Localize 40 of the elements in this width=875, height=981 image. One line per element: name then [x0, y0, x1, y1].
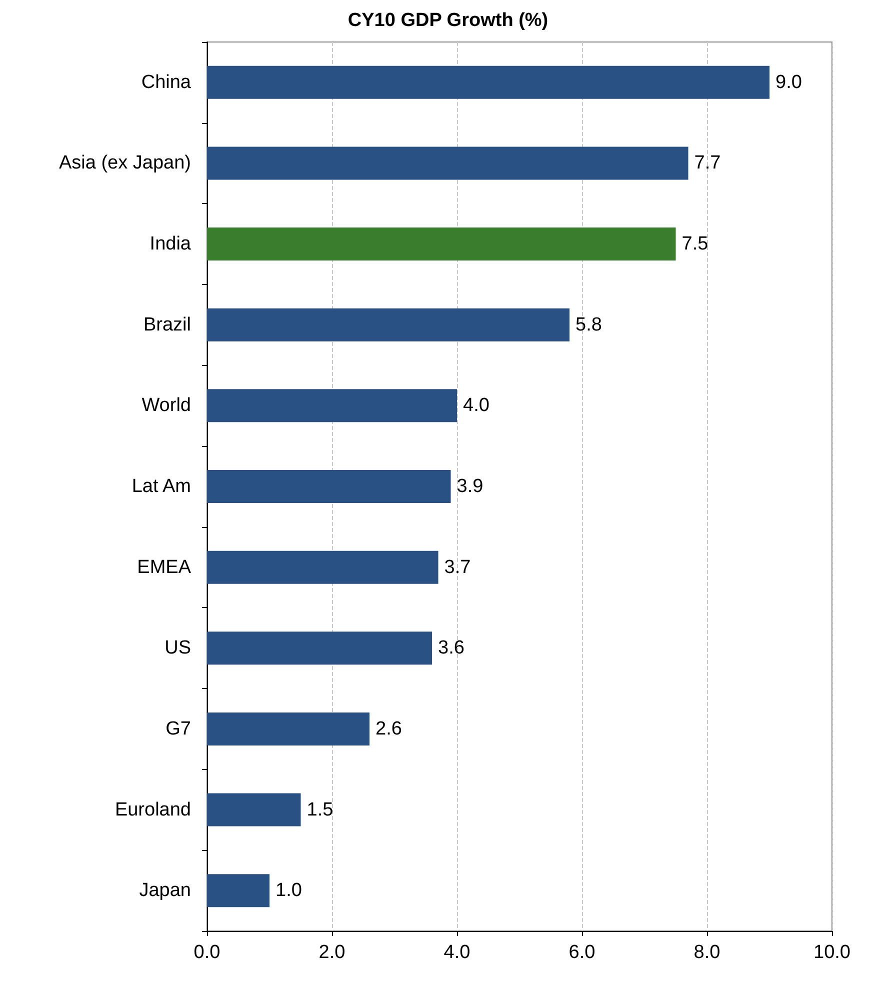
data-label: 3.6: [438, 638, 464, 659]
bar: [207, 146, 688, 180]
y-tick-label: Lat Am: [132, 476, 191, 497]
y-tick-label: Euroland: [114, 799, 191, 820]
y-tick-label: US: [164, 638, 191, 659]
data-label: 2.6: [376, 718, 402, 740]
y-tick-label: Japan: [139, 880, 191, 902]
data-label: 7.7: [694, 152, 721, 174]
y-tick-label: Asia (ex Japan): [58, 152, 191, 174]
bar: [207, 228, 676, 261]
bar: [207, 470, 451, 503]
x-tick-label: 6.0: [568, 942, 596, 963]
data-label: 3.9: [456, 476, 484, 497]
data-label: 3.7: [444, 556, 471, 578]
y-tick-label: India: [150, 234, 192, 255]
x-tick-label: 0.0: [194, 942, 220, 963]
y-tick-label: World: [142, 395, 191, 416]
bar: [207, 66, 770, 99]
bar: [207, 389, 457, 422]
y-tick-label: China: [141, 72, 192, 93]
data-label: 1.0: [276, 880, 302, 902]
bar: [207, 712, 370, 746]
y-tick-label: Brazil: [143, 314, 191, 336]
x-tick-label: 2.0: [318, 942, 346, 963]
x-tick-label: 8.0: [694, 942, 720, 963]
bar: [207, 550, 438, 584]
chart-title: CY10 GDP Growth (%): [348, 10, 548, 31]
data-label: 5.8: [576, 314, 602, 336]
data-label: 1.5: [306, 799, 334, 820]
bar: [207, 308, 570, 342]
data-label: 7.5: [682, 234, 708, 255]
x-tick-label: 10.0: [814, 942, 850, 963]
data-label: 9.0: [776, 72, 802, 93]
bar: [207, 793, 301, 826]
bar: [207, 632, 432, 665]
bar: [207, 874, 270, 908]
x-tick-label: 4.0: [444, 942, 470, 963]
data-label: 4.0: [463, 395, 490, 416]
y-tick-label: G7: [166, 718, 191, 740]
y-tick-label: EMEA: [137, 556, 192, 578]
